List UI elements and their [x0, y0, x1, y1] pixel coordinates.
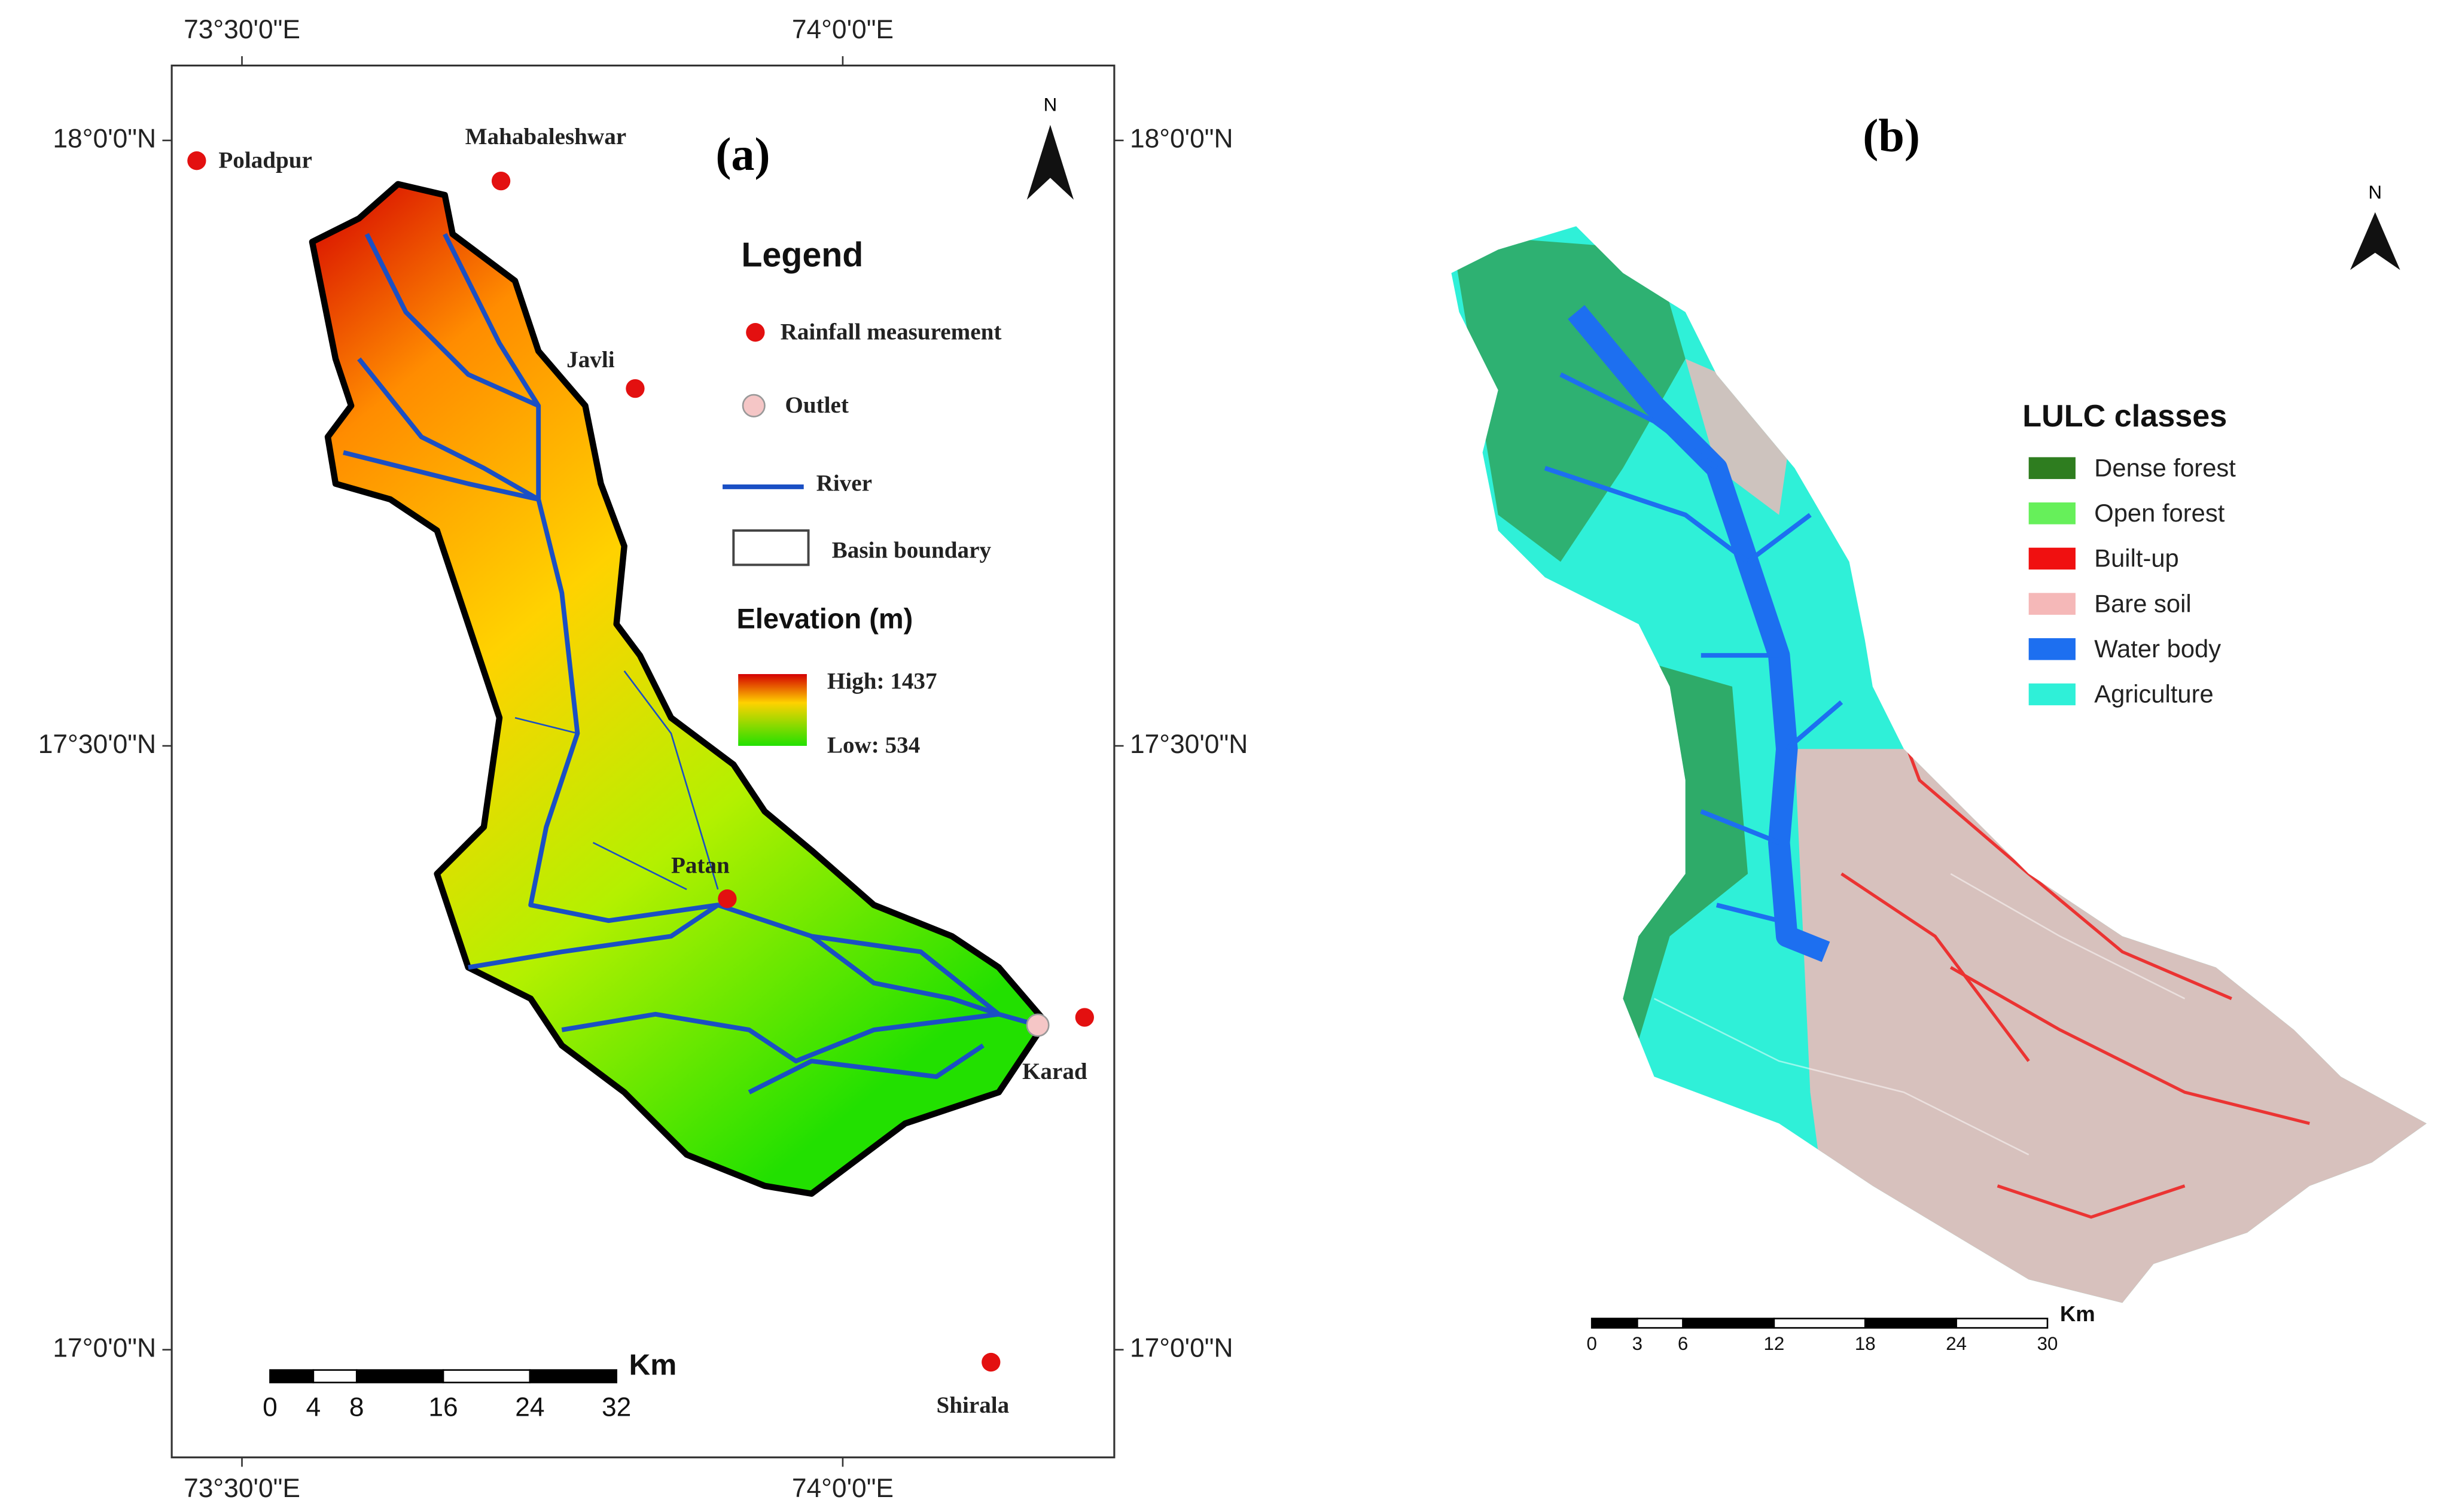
graticule-ticks [162, 56, 1124, 1467]
scale-label: 6 [1678, 1333, 1688, 1354]
scale-label: 3 [1632, 1333, 1642, 1354]
place-label: Poladpur [218, 147, 312, 173]
scale-bar: 0 4 8 16 24 32 Km [263, 1348, 676, 1422]
scale-label: 4 [306, 1393, 321, 1422]
rivers [343, 233, 1039, 1095]
legend-swatch [2028, 502, 2076, 525]
scale-label: 0 [1586, 1333, 1596, 1354]
legend-item: Basin boundary [832, 538, 992, 563]
lon-label: 73°30'0"E [184, 15, 300, 44]
scale-label: 0 [263, 1393, 278, 1422]
outlet-marker [1026, 1013, 1050, 1037]
scale-segment [442, 1369, 531, 1383]
lat-label: 17°30'0"N [1130, 730, 1248, 759]
scale-label: 8 [349, 1393, 364, 1422]
legend-item: Rainfall measurement [781, 319, 1002, 345]
place-label: Mahabaleshwar [465, 124, 627, 150]
scale-label: 16 [428, 1393, 458, 1422]
legend-swatch [2028, 593, 2076, 615]
legend-swatch [2028, 457, 2076, 479]
lat-label: 17°0'0"N [53, 1333, 156, 1362]
scale-label: 18 [1855, 1333, 1876, 1354]
legend-subtitle: Elevation (m) [737, 603, 913, 635]
scale-label: 24 [515, 1393, 544, 1422]
lon-label: 74°0'0"E [792, 1474, 894, 1503]
scale-label: 30 [2037, 1333, 2058, 1354]
legend-high: High: 1437 [827, 669, 937, 694]
north-label: N [1044, 94, 1058, 115]
scale-segment [529, 1369, 617, 1383]
panel-label: (b) [1863, 109, 1920, 161]
legend-item: Water body [2094, 635, 2221, 663]
legend-item: Outlet [785, 392, 849, 418]
legend-swatch [2028, 547, 2076, 570]
north-arrow [1026, 124, 1074, 200]
panel-label: (a) [715, 128, 770, 180]
north-label: N [2369, 182, 2382, 203]
scale-segment [269, 1369, 315, 1383]
map-frame [170, 65, 1116, 1459]
legend-ramp [738, 674, 807, 746]
legend-item: Dense forest [2094, 453, 2236, 481]
place-label: Shirala [936, 1392, 1009, 1418]
lat-label: 18°0'0"N [53, 124, 156, 154]
legend-swatch [2028, 638, 2076, 660]
legend-symbol [746, 323, 765, 342]
legend: Dense forest Open forest Built-up Bare soil… [2028, 453, 2236, 708]
scale-segment [1637, 1318, 1684, 1329]
scale-label: 12 [1764, 1333, 1785, 1354]
scale-segment [355, 1369, 444, 1383]
scale-label: 24 [1946, 1333, 1967, 1354]
lat-label: 17°30'0"N [38, 730, 156, 759]
north-arrow [2350, 212, 2400, 270]
lon-label: 74°0'0"E [792, 15, 894, 44]
place-label: Patan [671, 853, 730, 879]
legend-symbol [732, 529, 810, 566]
legend-swatch [2028, 683, 2076, 706]
scale-segment [312, 1369, 358, 1383]
scale-label: 32 [602, 1393, 631, 1422]
legend-low: Low: 534 [827, 733, 920, 758]
legend-item: Built-up [2094, 544, 2179, 572]
place-label: Javli [566, 347, 615, 373]
legend-item: Open forest [2094, 499, 2224, 527]
rain-stations [187, 151, 1094, 1372]
place-label: Karad [1022, 1059, 1087, 1084]
legend-title: Legend [741, 236, 863, 275]
legend-title: LULC classes [2022, 399, 2227, 434]
scale-segment [1773, 1318, 1866, 1329]
scale-segment [1682, 1318, 1775, 1329]
lon-label: 73°30'0"E [184, 1474, 300, 1503]
legend-symbol [742, 394, 766, 417]
legend-item: Agriculture [2094, 680, 2213, 708]
lat-label: 17°0'0"N [1130, 1333, 1233, 1362]
streams [514, 670, 719, 891]
legend-item: Bare soil [2094, 589, 2191, 617]
scale-segment [1590, 1318, 1638, 1329]
scale-unit: Km [2060, 1301, 2095, 1326]
lat-label: 18°0'0"N [1130, 124, 1233, 154]
basin-lulc [1451, 226, 2427, 1303]
scale-segment [1955, 1318, 2049, 1329]
scale-segment [1864, 1318, 1957, 1329]
scale-unit: Km [629, 1348, 677, 1381]
legend-item: River [816, 470, 872, 496]
